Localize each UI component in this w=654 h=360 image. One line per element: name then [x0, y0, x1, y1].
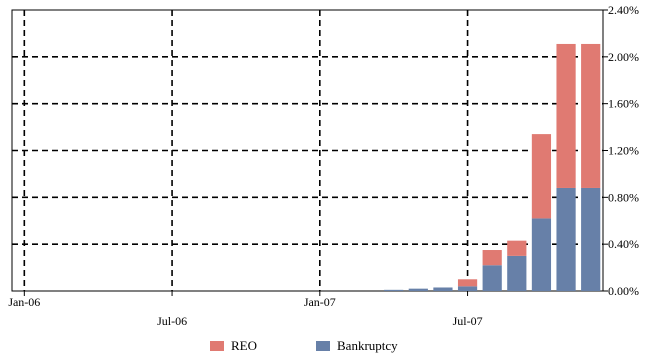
y-tick-label: 2.40%: [608, 3, 639, 17]
bar-bankruptcy: [384, 289, 404, 291]
bar-bankruptcy: [531, 218, 552, 291]
y-tick-label: 1.20%: [608, 144, 639, 158]
legend-item-bankruptcy: Bankruptcy: [316, 338, 398, 354]
bar-reo: [507, 240, 527, 256]
legend-item-reo: REO: [210, 338, 257, 354]
x-tick-label: Jan-06: [8, 295, 40, 309]
legend-label-reo: REO: [231, 338, 257, 353]
bar-bankruptcy: [482, 265, 502, 291]
bar-bankruptcy: [507, 255, 527, 291]
bar-bankruptcy: [408, 288, 428, 291]
y-tick-label: 2.00%: [608, 50, 639, 64]
legend-swatch-reo: [210, 341, 224, 351]
bar-bankruptcy: [433, 287, 453, 291]
legend: REO Bankruptcy: [0, 338, 654, 358]
bar-bankruptcy: [581, 187, 601, 291]
x-tick-label: Jul-06: [157, 314, 187, 328]
bar-reo: [482, 250, 502, 266]
y-tick-label: 0.00%: [608, 284, 639, 298]
bar-bankruptcy: [556, 187, 576, 291]
legend-swatch-bankruptcy: [316, 341, 330, 351]
x-tick-label: Jul-07: [453, 314, 483, 328]
y-tick-label: 0.80%: [608, 190, 639, 204]
bar-reo: [531, 134, 552, 219]
x-tick-label: Jan-07: [304, 295, 336, 309]
legend-label-bankruptcy: Bankruptcy: [337, 338, 398, 353]
bar-reo: [457, 279, 478, 287]
y-tick-label: 1.60%: [608, 97, 639, 111]
bar-bankruptcy: [457, 286, 478, 291]
bar-reo: [581, 43, 601, 188]
y-tick-label: 0.40%: [608, 237, 639, 251]
bar-reo: [556, 43, 576, 188]
